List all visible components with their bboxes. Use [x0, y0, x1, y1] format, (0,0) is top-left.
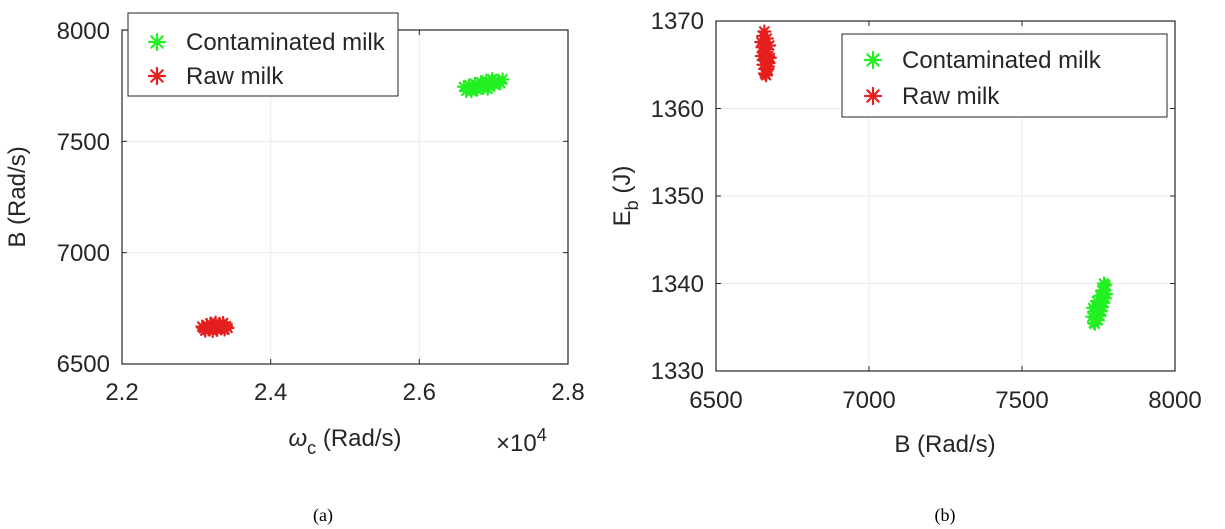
- chart-b-legend-box: [841, 33, 1168, 118]
- panel-a-caption: (a): [313, 505, 333, 526]
- panel-b-caption: (b): [935, 505, 956, 526]
- chart-b-xtick-label: 6500: [689, 387, 742, 414]
- chart-a-xtick-label: 2.2: [105, 379, 138, 406]
- raw-milk-point: [760, 59, 776, 74]
- legend-marker-raw: [147, 66, 167, 86]
- chart-b-ticks: [715, 20, 1176, 372]
- omega-subscript: c: [307, 438, 316, 458]
- contaminated-milk-point: [1087, 316, 1102, 331]
- chart-a-xtick-label: 2.6: [403, 379, 436, 406]
- chart-b-ytick-label: 1350: [651, 183, 704, 210]
- energy-subscript: b: [622, 200, 642, 210]
- contaminated-milk-point: [1099, 286, 1114, 302]
- legend-label-raw: Raw milk: [186, 63, 284, 90]
- chart-a-legend: Contaminated milk Raw milk: [127, 12, 399, 97]
- chart-b-legend: Contaminated milk Raw milk: [841, 33, 1168, 118]
- legend-label-contaminated: Contaminated milk: [902, 47, 1102, 74]
- chart-a-xtick-label: 2.8: [551, 379, 584, 406]
- legend-marker-contaminated: [147, 32, 167, 52]
- x-axis-unit: (Rad/s): [316, 425, 401, 452]
- chart-a-points: [195, 71, 510, 339]
- chart-a-ytick-label: 7000: [57, 240, 110, 267]
- raw-milk-point: [759, 68, 774, 83]
- legend-asterisk-icon: [863, 50, 883, 70]
- chart-b-xtick-label: 7000: [842, 387, 895, 414]
- contaminated-milk-point: [495, 72, 510, 87]
- chart-b-ytick-label: 1330: [651, 358, 704, 385]
- legend-label-raw: Raw milk: [902, 83, 1000, 110]
- chart-a-ytick-label: 6500: [57, 351, 110, 378]
- chart-b-points: [754, 24, 1114, 331]
- chart-b-x-axis-label: B (Rad/s): [894, 431, 995, 458]
- legend-marker-contaminated: [863, 50, 883, 70]
- legend-asterisk-icon: [147, 32, 167, 52]
- chart-a-y-axis-label: B (Rad/s): [4, 146, 31, 247]
- chart-a-legend-box: [127, 12, 399, 97]
- chart-a-xtick-label: 2.4: [254, 379, 287, 406]
- legend-label-contaminated: Contaminated milk: [186, 29, 386, 56]
- legend-marker-raw: [863, 86, 883, 106]
- chart-a-ytick-label: 8000: [57, 18, 110, 45]
- chart-a-ticks: [121, 29, 569, 365]
- energy-symbol: E: [609, 210, 636, 226]
- raw-milk-point: [220, 320, 235, 336]
- chart-b: 6500 7000 7500 8000 1330 1340 1350 1360 …: [609, 8, 1202, 526]
- chart-b-ytick-label: 1370: [651, 8, 704, 35]
- chart-a-x-multiplier: ×104: [496, 425, 547, 457]
- raw-milk-point: [758, 47, 773, 62]
- contaminated-milk-point: [459, 83, 474, 99]
- chart-a-ytick-label: 7500: [57, 129, 110, 156]
- chart-b-ytick-label: 1340: [651, 271, 704, 298]
- omega-symbol: ω: [288, 425, 307, 452]
- raw-milk-point: [754, 34, 769, 50]
- raw-milk-point: [195, 319, 210, 334]
- chart-b-ytick-label: 1360: [651, 96, 704, 123]
- chart-a: 2.2 2.4 2.6 2.8 6500 7000 7500 8000 ωc (…: [4, 12, 585, 526]
- legend-asterisk-icon: [147, 66, 167, 86]
- chart-b-xtick-label: 7500: [995, 387, 1048, 414]
- y-axis-unit: (J): [609, 166, 636, 201]
- chart-b-xtick-label: 8000: [1148, 387, 1201, 414]
- contaminated-milk-point: [1085, 300, 1101, 316]
- legend-asterisk-icon: [863, 86, 883, 106]
- chart-a-x-axis-label: ωc (Rad/s): [288, 425, 401, 458]
- chart-b-y-axis-label: Eb (J): [609, 166, 642, 227]
